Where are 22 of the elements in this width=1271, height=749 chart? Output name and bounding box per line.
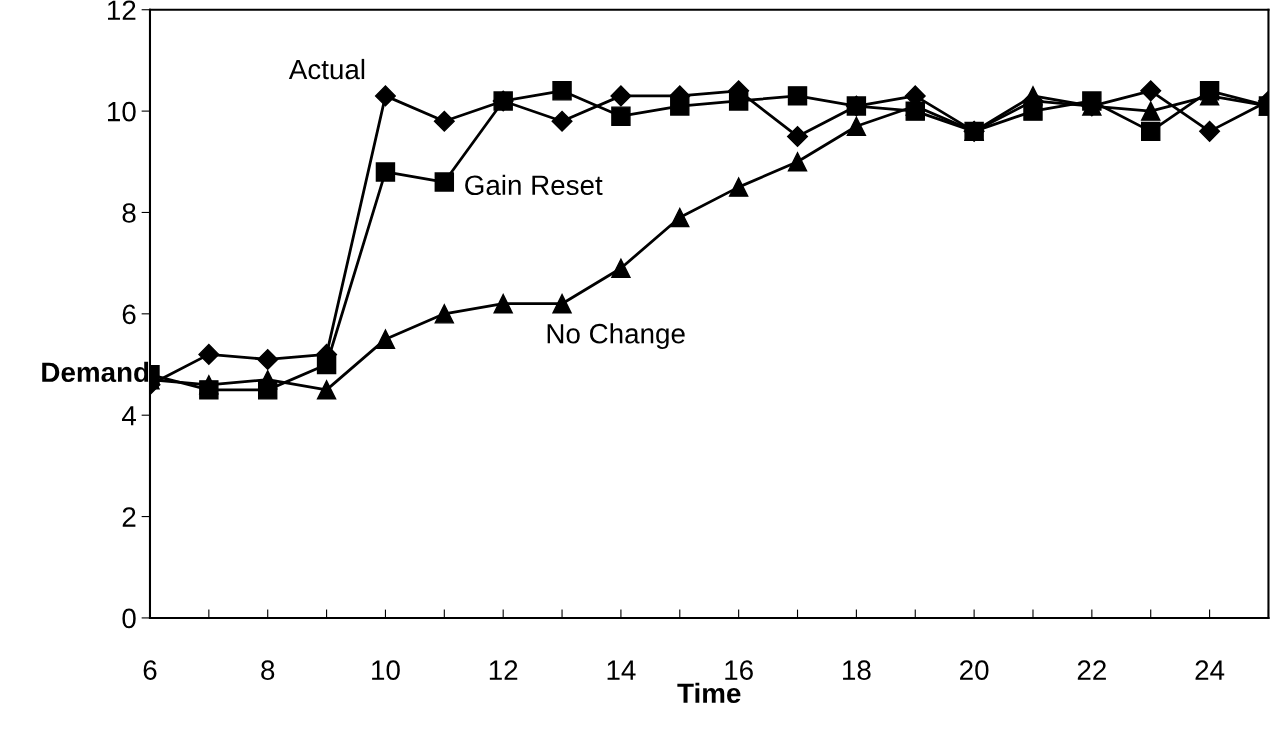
y-tick-label: 2 (122, 507, 136, 527)
x-tick-label: 20 (960, 660, 989, 680)
x-tick-label: 10 (372, 660, 400, 680)
series-label: Gain Reset (465, 174, 603, 196)
x-axis-title: Time (677, 682, 741, 704)
y-tick-label: 8 (122, 203, 136, 223)
x-tick-label: 6 (143, 660, 157, 680)
x-tick-label: 12 (489, 660, 518, 680)
x-tick-label: 18 (843, 660, 871, 680)
x-tick-label: 8 (261, 660, 275, 680)
x-tick-label: 24 (1195, 660, 1225, 680)
y-tick-label: 0 (122, 608, 136, 629)
y-tick-label: 6 (122, 304, 136, 325)
x-tick-label: 14 (607, 660, 636, 680)
series-label: No Change (547, 323, 685, 350)
y-tick-label: 12 (108, 0, 136, 20)
x-tick-label: 16 (725, 660, 753, 680)
y-tick-label: 4 (121, 406, 136, 426)
y-axis-title: Demand (42, 361, 149, 383)
series-label: Actual (288, 58, 365, 80)
y-tick-label: 10 (108, 101, 136, 122)
x-tick-label: 22 (1077, 660, 1106, 680)
